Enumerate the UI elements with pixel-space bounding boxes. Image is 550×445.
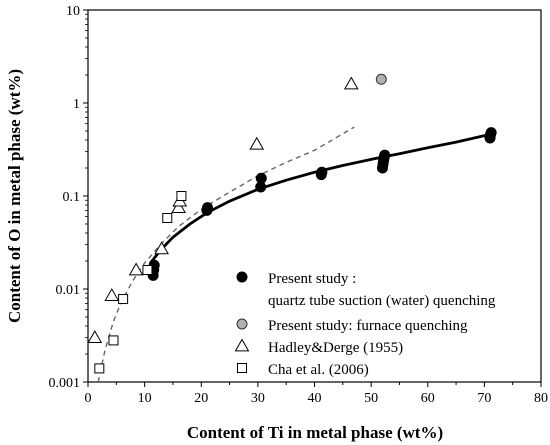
legend-label-line2: quartz tube suction (water) quenching (268, 293, 496, 309)
point-open-triangle (249, 136, 265, 150)
x-tick-label: 10 (138, 391, 152, 406)
data-points (87, 73, 497, 374)
x-tick-label: 30 (251, 391, 265, 406)
point-open-triangle (234, 338, 250, 352)
point-open-square (118, 294, 129, 305)
x-tick-label: 0 (85, 391, 92, 406)
legend-label: Present study: furnace quenching (268, 318, 468, 334)
legend-label: Hadley&Derge (1955) (268, 340, 403, 356)
point-filled-circle (201, 202, 213, 214)
y-tick-label: 1 (73, 97, 80, 112)
point-open-triangle (171, 200, 186, 213)
point-filled-circle (236, 271, 248, 283)
point-open-square (237, 363, 247, 373)
point-open-square (108, 335, 119, 346)
point-gray-circle (236, 318, 248, 330)
legend-label: Present study : (268, 271, 356, 287)
axes: 0 10 20 30 40 50 60 70 80 0.001 0.01 0.1 1 10 (49, 4, 549, 406)
x-tick-label: 70 (477, 391, 491, 406)
x-axis-title: Content of Ti in metal phase (wt%) (187, 423, 443, 442)
x-tick-label: 50 (364, 391, 378, 406)
point-gray-circle (375, 73, 387, 85)
legend: Present study : quartz tube suction (wate… (234, 271, 496, 378)
fit-curves (97, 126, 491, 383)
x-tick-label: 20 (194, 391, 208, 406)
x-tick-label: 80 (534, 391, 548, 406)
point-filled-circle (316, 166, 328, 178)
point-open-triangle (128, 262, 144, 276)
x-tick-label: 60 (421, 391, 435, 406)
point-filled-circle (485, 127, 497, 139)
y-tick-label: 0.1 (63, 190, 81, 205)
legend-label: Cha et al. (2006) (268, 362, 369, 378)
point-open-triangle (343, 76, 359, 90)
x-tick-label: 40 (308, 391, 322, 406)
point-open-square (94, 363, 105, 374)
point-open-triangle (104, 288, 120, 301)
y-tick-label: 10 (66, 4, 80, 19)
dashed-fit-curve (97, 126, 355, 383)
point-filled-circle (379, 149, 391, 161)
y-axis-title: Content of O in metal phase (wt%) (5, 69, 24, 323)
point-filled-circle (255, 172, 267, 184)
point-open-triangle (87, 330, 103, 344)
solid-fit-curve (149, 132, 491, 264)
point-open-square (162, 213, 173, 224)
y-tick-label: 0.001 (49, 376, 81, 391)
point-open-triangle (154, 241, 169, 255)
y-tick-label: 0.01 (56, 283, 81, 298)
point-open-square (176, 191, 187, 201)
point-open-square (142, 265, 153, 276)
